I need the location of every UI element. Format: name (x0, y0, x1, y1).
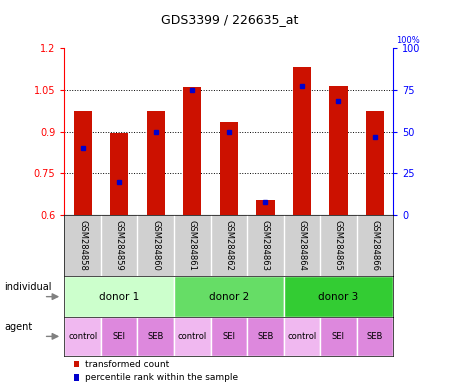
Bar (137, 317, 174, 356)
Text: GSM284864: GSM284864 (297, 220, 306, 271)
Bar (283, 276, 392, 317)
Bar (283, 317, 319, 356)
Text: SEI: SEI (112, 332, 125, 341)
Text: donor 2: donor 2 (208, 291, 248, 302)
Text: control: control (68, 332, 97, 341)
Bar (110, 133, 128, 215)
Text: donor 1: donor 1 (99, 291, 139, 302)
Text: transformed count: transformed count (85, 359, 169, 369)
Bar (246, 317, 283, 356)
Bar (319, 317, 356, 356)
Bar (174, 276, 283, 317)
Text: GSM284861: GSM284861 (187, 220, 196, 271)
Bar (146, 111, 164, 215)
Bar (365, 111, 383, 215)
Text: GSM284859: GSM284859 (114, 220, 123, 271)
Bar (210, 317, 246, 356)
Bar (329, 86, 347, 215)
Text: SEI: SEI (331, 332, 344, 341)
Text: agent: agent (5, 322, 33, 332)
Text: SEB: SEB (147, 332, 163, 341)
Text: SEB: SEB (257, 332, 273, 341)
Text: 100%: 100% (396, 36, 420, 45)
Bar (219, 122, 237, 215)
Text: GSM284865: GSM284865 (333, 220, 342, 271)
Bar (64, 276, 174, 317)
Bar (356, 317, 392, 356)
Text: control: control (177, 332, 207, 341)
Bar (256, 200, 274, 215)
Text: percentile rank within the sample: percentile rank within the sample (85, 372, 238, 382)
Text: individual: individual (5, 282, 52, 292)
Text: GDS3399 / 226635_at: GDS3399 / 226635_at (161, 13, 298, 26)
Bar (101, 317, 137, 356)
Bar (64, 317, 101, 356)
Text: SEI: SEI (222, 332, 235, 341)
Bar (73, 111, 92, 215)
Bar (292, 68, 310, 215)
Text: GSM284860: GSM284860 (151, 220, 160, 271)
Text: donor 3: donor 3 (318, 291, 358, 302)
Text: GSM284858: GSM284858 (78, 220, 87, 271)
Text: GSM284866: GSM284866 (369, 220, 379, 271)
Text: SEB: SEB (366, 332, 382, 341)
Text: GSM284863: GSM284863 (260, 220, 269, 271)
Text: control: control (287, 332, 316, 341)
Bar (174, 317, 210, 356)
Text: GSM284862: GSM284862 (224, 220, 233, 271)
Bar (183, 87, 201, 215)
